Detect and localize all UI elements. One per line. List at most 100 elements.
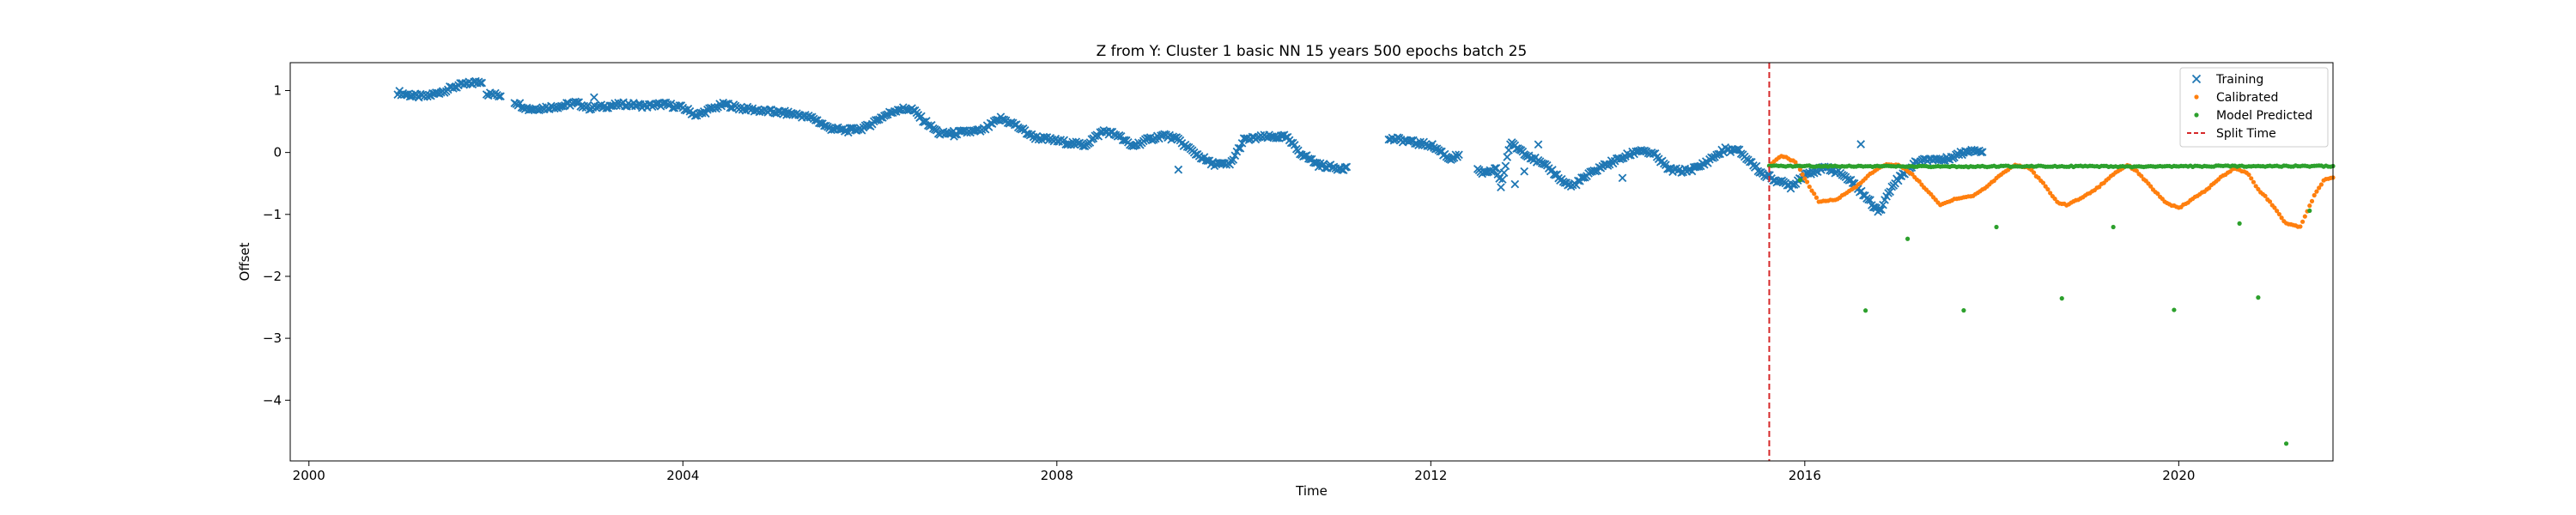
x-tick-label: 2000 xyxy=(293,468,325,483)
training-point xyxy=(1864,195,1873,204)
training-point xyxy=(950,132,958,141)
training-point xyxy=(1236,143,1245,153)
plot-area xyxy=(393,63,2336,461)
x-axis-label: Time xyxy=(1295,483,1327,499)
training-point xyxy=(1520,167,1529,176)
x-tick-label: 2008 xyxy=(1041,468,1073,483)
calibrated-point xyxy=(2097,185,2102,190)
calibrated-point xyxy=(1814,195,1820,200)
calibrated-point xyxy=(2318,182,2324,187)
model-predicted-point xyxy=(2283,441,2289,446)
training-point xyxy=(1879,200,1887,209)
training-point xyxy=(1272,134,1280,142)
legend-marker-calibrated xyxy=(2194,94,2199,100)
legend-marker-model-predicted xyxy=(2194,112,2199,118)
training-point xyxy=(1886,187,1895,197)
model-predicted-point xyxy=(1994,224,1999,230)
calibrated-point xyxy=(2312,192,2317,198)
training-point xyxy=(1589,166,1599,175)
series-model-predicted xyxy=(1766,163,2336,446)
training-point xyxy=(1239,134,1249,143)
model-predicted-point xyxy=(1961,308,1966,313)
calibrated-point xyxy=(2317,185,2322,191)
training-point xyxy=(1174,165,1183,174)
training-point xyxy=(476,78,485,88)
legend-marker-training xyxy=(2191,74,2202,84)
x-tick-label: 2004 xyxy=(666,468,699,483)
training-point xyxy=(1857,186,1866,196)
legend-label-model-predicted: Model Predicted xyxy=(2216,109,2312,123)
calibrated-point xyxy=(2139,173,2144,179)
training-point xyxy=(1234,143,1243,153)
model-predicted-point xyxy=(2111,224,2116,230)
training-point xyxy=(1534,140,1543,149)
training-point xyxy=(1497,183,1505,192)
training-point xyxy=(845,124,854,133)
calibrated-point xyxy=(2048,191,2053,196)
training-point xyxy=(1978,148,1987,157)
training-point xyxy=(590,93,598,102)
training-point xyxy=(1866,196,1874,204)
calibrated-point xyxy=(2031,170,2037,175)
training-point xyxy=(991,116,1000,124)
model-predicted-point xyxy=(1863,308,1868,313)
model-predicted-point xyxy=(2307,208,2312,214)
legend-label-calibrated: Calibrated xyxy=(2216,91,2278,105)
y-tick-label: 1 xyxy=(273,82,282,98)
calibrated-point xyxy=(2256,186,2261,192)
chart-title: Z from Y: Cluster 1 basic NN 15 years 50… xyxy=(1097,43,1528,60)
training-point xyxy=(1492,164,1501,173)
calibrated-point xyxy=(1802,176,1807,181)
y-tick-label: −4 xyxy=(263,392,282,408)
training-point xyxy=(1875,205,1884,215)
training-point xyxy=(1342,162,1352,172)
training-point xyxy=(1455,150,1463,160)
training-point xyxy=(893,106,902,114)
calibrated-point xyxy=(2276,211,2281,217)
training-point xyxy=(495,92,503,101)
calibrated-point xyxy=(1807,184,1812,190)
x-tick-label: 2012 xyxy=(1414,468,1447,483)
calibrated-point xyxy=(1809,188,1814,193)
training-point xyxy=(1752,161,1761,171)
model-predicted-point xyxy=(1905,236,1911,241)
calibrated-point xyxy=(2298,224,2303,229)
calibrated-point xyxy=(2267,199,2273,204)
calibrated-point xyxy=(1793,160,1798,165)
calibrated-point xyxy=(2300,219,2306,224)
calibrated-point xyxy=(2275,209,2280,214)
calibrated-point xyxy=(1917,179,1922,184)
calibrated-point xyxy=(2272,205,2277,210)
calibrated-point xyxy=(2249,176,2254,181)
training-point xyxy=(1217,159,1226,167)
calibrated-point xyxy=(1804,179,1810,185)
calibrated-point xyxy=(2253,184,2258,189)
calibrated-point xyxy=(2309,198,2315,203)
calibrated-point xyxy=(2302,214,2307,219)
calibrated-point xyxy=(2045,186,2050,192)
training-point xyxy=(1490,164,1499,173)
calibrated-point xyxy=(2134,168,2139,173)
training-point xyxy=(496,92,505,101)
model-predicted-point xyxy=(1797,178,1802,183)
calibrated-point xyxy=(2052,196,2057,202)
model-predicted-point xyxy=(2256,295,2261,300)
training-point xyxy=(1499,168,1509,178)
training-point xyxy=(1893,176,1903,185)
axes-frame xyxy=(289,62,2334,462)
training-point xyxy=(605,101,615,111)
x-tick-label: 2016 xyxy=(1789,468,1821,483)
training-point xyxy=(477,78,487,88)
model-predicted-point xyxy=(2237,221,2242,226)
calibrated-point xyxy=(2040,180,2046,185)
y-tick-label: −2 xyxy=(263,269,282,284)
calibrated-point xyxy=(2279,215,2284,221)
training-point xyxy=(1977,148,1985,157)
legend-box xyxy=(2179,67,2329,148)
training-point xyxy=(1498,175,1507,184)
calibrated-point xyxy=(2251,179,2257,185)
model-predicted-point xyxy=(2172,307,2177,312)
training-point xyxy=(1618,173,1627,183)
